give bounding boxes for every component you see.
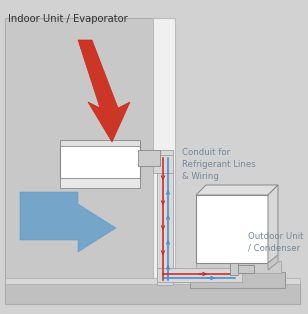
Polygon shape <box>78 40 130 142</box>
Polygon shape <box>196 185 278 195</box>
Polygon shape <box>268 255 278 270</box>
FancyBboxPatch shape <box>190 272 285 288</box>
FancyBboxPatch shape <box>153 155 173 173</box>
FancyBboxPatch shape <box>5 282 300 304</box>
Text: Indoor Unit / Evaporator: Indoor Unit / Evaporator <box>8 14 128 24</box>
FancyBboxPatch shape <box>196 261 281 273</box>
FancyBboxPatch shape <box>5 18 157 288</box>
Text: Outdoor Unit
/ Condenser: Outdoor Unit / Condenser <box>248 232 303 253</box>
FancyBboxPatch shape <box>230 263 238 275</box>
FancyBboxPatch shape <box>157 150 173 170</box>
Text: Conduit for
Refrigerant Lines
& Wiring: Conduit for Refrigerant Lines & Wiring <box>182 148 256 181</box>
FancyBboxPatch shape <box>60 140 140 146</box>
FancyBboxPatch shape <box>153 18 175 288</box>
Polygon shape <box>268 185 278 263</box>
FancyBboxPatch shape <box>157 268 242 282</box>
FancyBboxPatch shape <box>5 278 300 284</box>
FancyBboxPatch shape <box>196 195 268 263</box>
FancyBboxPatch shape <box>60 142 140 180</box>
FancyBboxPatch shape <box>232 265 254 273</box>
FancyBboxPatch shape <box>138 150 160 166</box>
Polygon shape <box>20 192 116 252</box>
FancyBboxPatch shape <box>60 178 140 188</box>
FancyBboxPatch shape <box>157 155 173 285</box>
